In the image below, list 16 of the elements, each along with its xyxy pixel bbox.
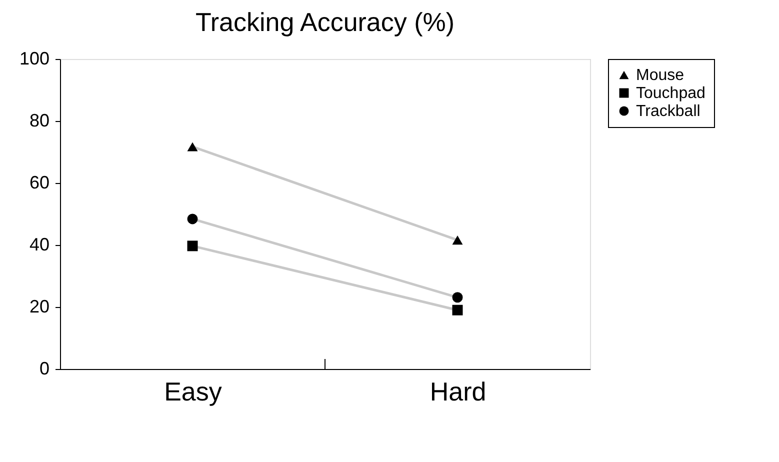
y-tick-label: 20 (29, 296, 50, 316)
x-tick-label: Easy (164, 376, 222, 406)
y-tick-label: 100 (19, 48, 50, 68)
y-tick-label: 40 (29, 234, 50, 254)
y-tick-label: 0 (39, 358, 50, 378)
y-tick-label: 80 (29, 110, 50, 130)
point (187, 214, 198, 224)
legend-label: Mouse (636, 67, 684, 84)
x-tick-label: Hard (430, 376, 486, 406)
point (452, 304, 463, 316)
y-tick-label: 60 (29, 172, 50, 192)
legend-label: Touchpad (636, 85, 706, 102)
chart-title: Tracking Accuracy (%) (195, 7, 455, 37)
point (187, 240, 198, 252)
legend-label: Trackball (636, 103, 700, 120)
point (452, 292, 463, 303)
